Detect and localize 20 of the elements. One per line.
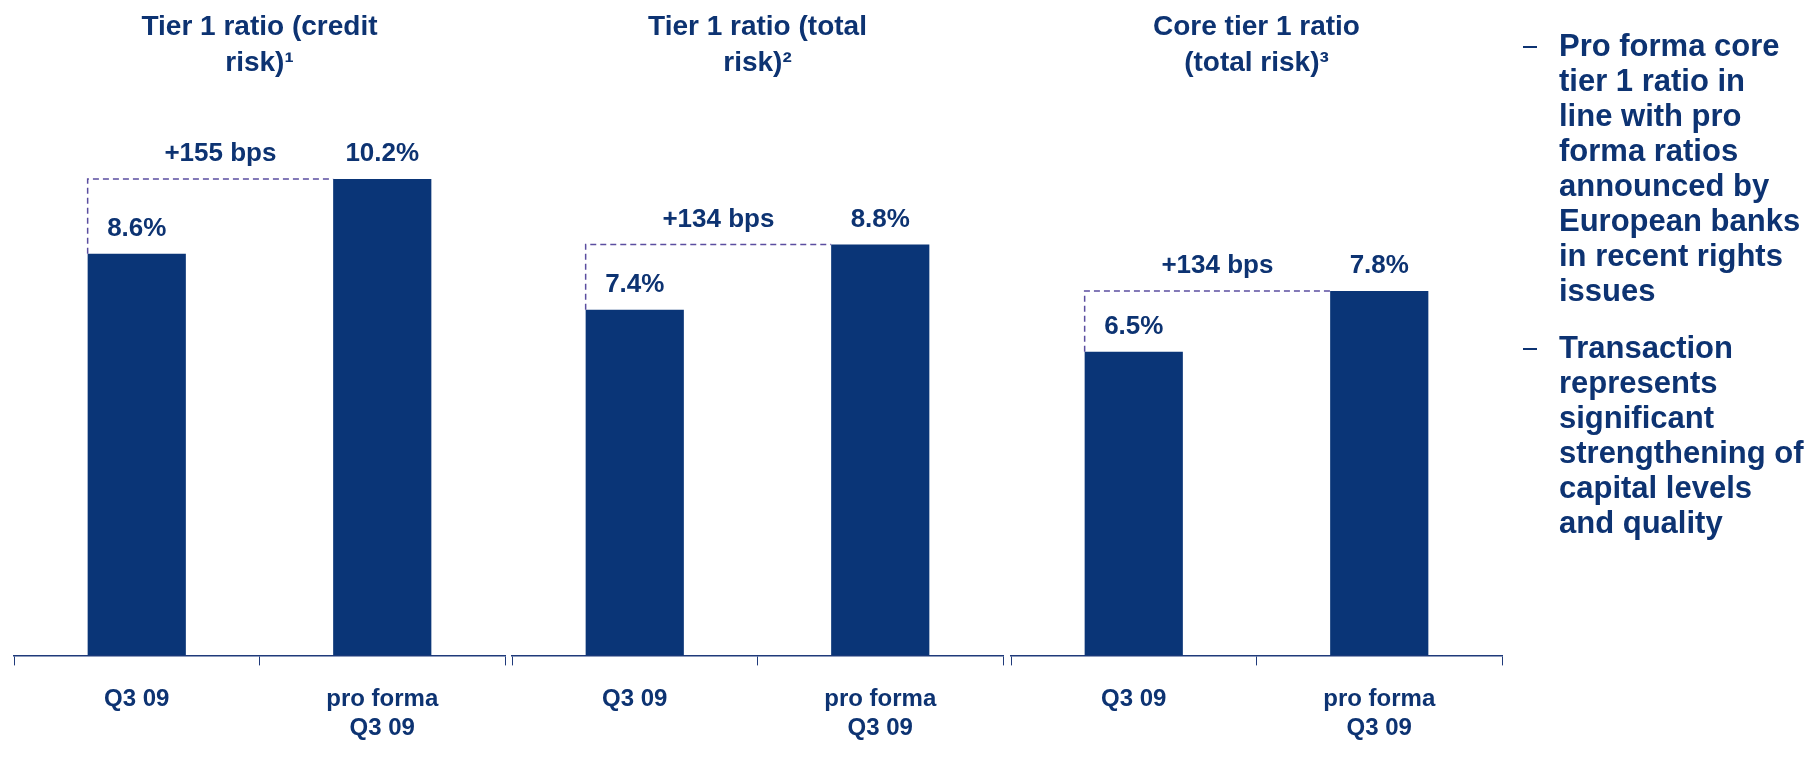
chart-title: Tier 1 ratio (credit risk)¹: [140, 9, 379, 79]
text: +134 bps: [662, 202, 775, 233]
x-tick-label: pro forma Q3 09: [1323, 684, 1436, 741]
chart-title: Core tier 1 ratio (total risk)³: [1152, 9, 1361, 79]
data-label: 8.8%: [850, 202, 910, 233]
x-tick-label: pro forma Q3 09: [326, 684, 439, 741]
chart-title: Tier 1 ratio (total risk)²: [647, 9, 868, 79]
x-tick-label: Q3 09: [602, 684, 668, 712]
data-label: 6.5%: [1104, 309, 1164, 340]
text: +155 bps: [164, 137, 277, 168]
data-label: 10.2%: [345, 137, 420, 168]
x-tick-label: Q3 09: [1101, 684, 1167, 712]
data-label: 8.6%: [107, 211, 167, 242]
x-tick-label: pro forma Q3 09: [824, 684, 937, 741]
data-label: 7.8%: [1349, 249, 1409, 280]
text: Pro forma core tier 1 ratio in line with pro forma ratios announced by European banks in recent rights issues: [1559, 28, 1801, 308]
data-label: 7.4%: [605, 267, 665, 298]
text: Transaction represents significant strengthening of capital levels and quality: [1559, 330, 1804, 540]
text: +134 bps: [1161, 249, 1274, 280]
x-tick-label: Q3 09: [104, 684, 170, 712]
